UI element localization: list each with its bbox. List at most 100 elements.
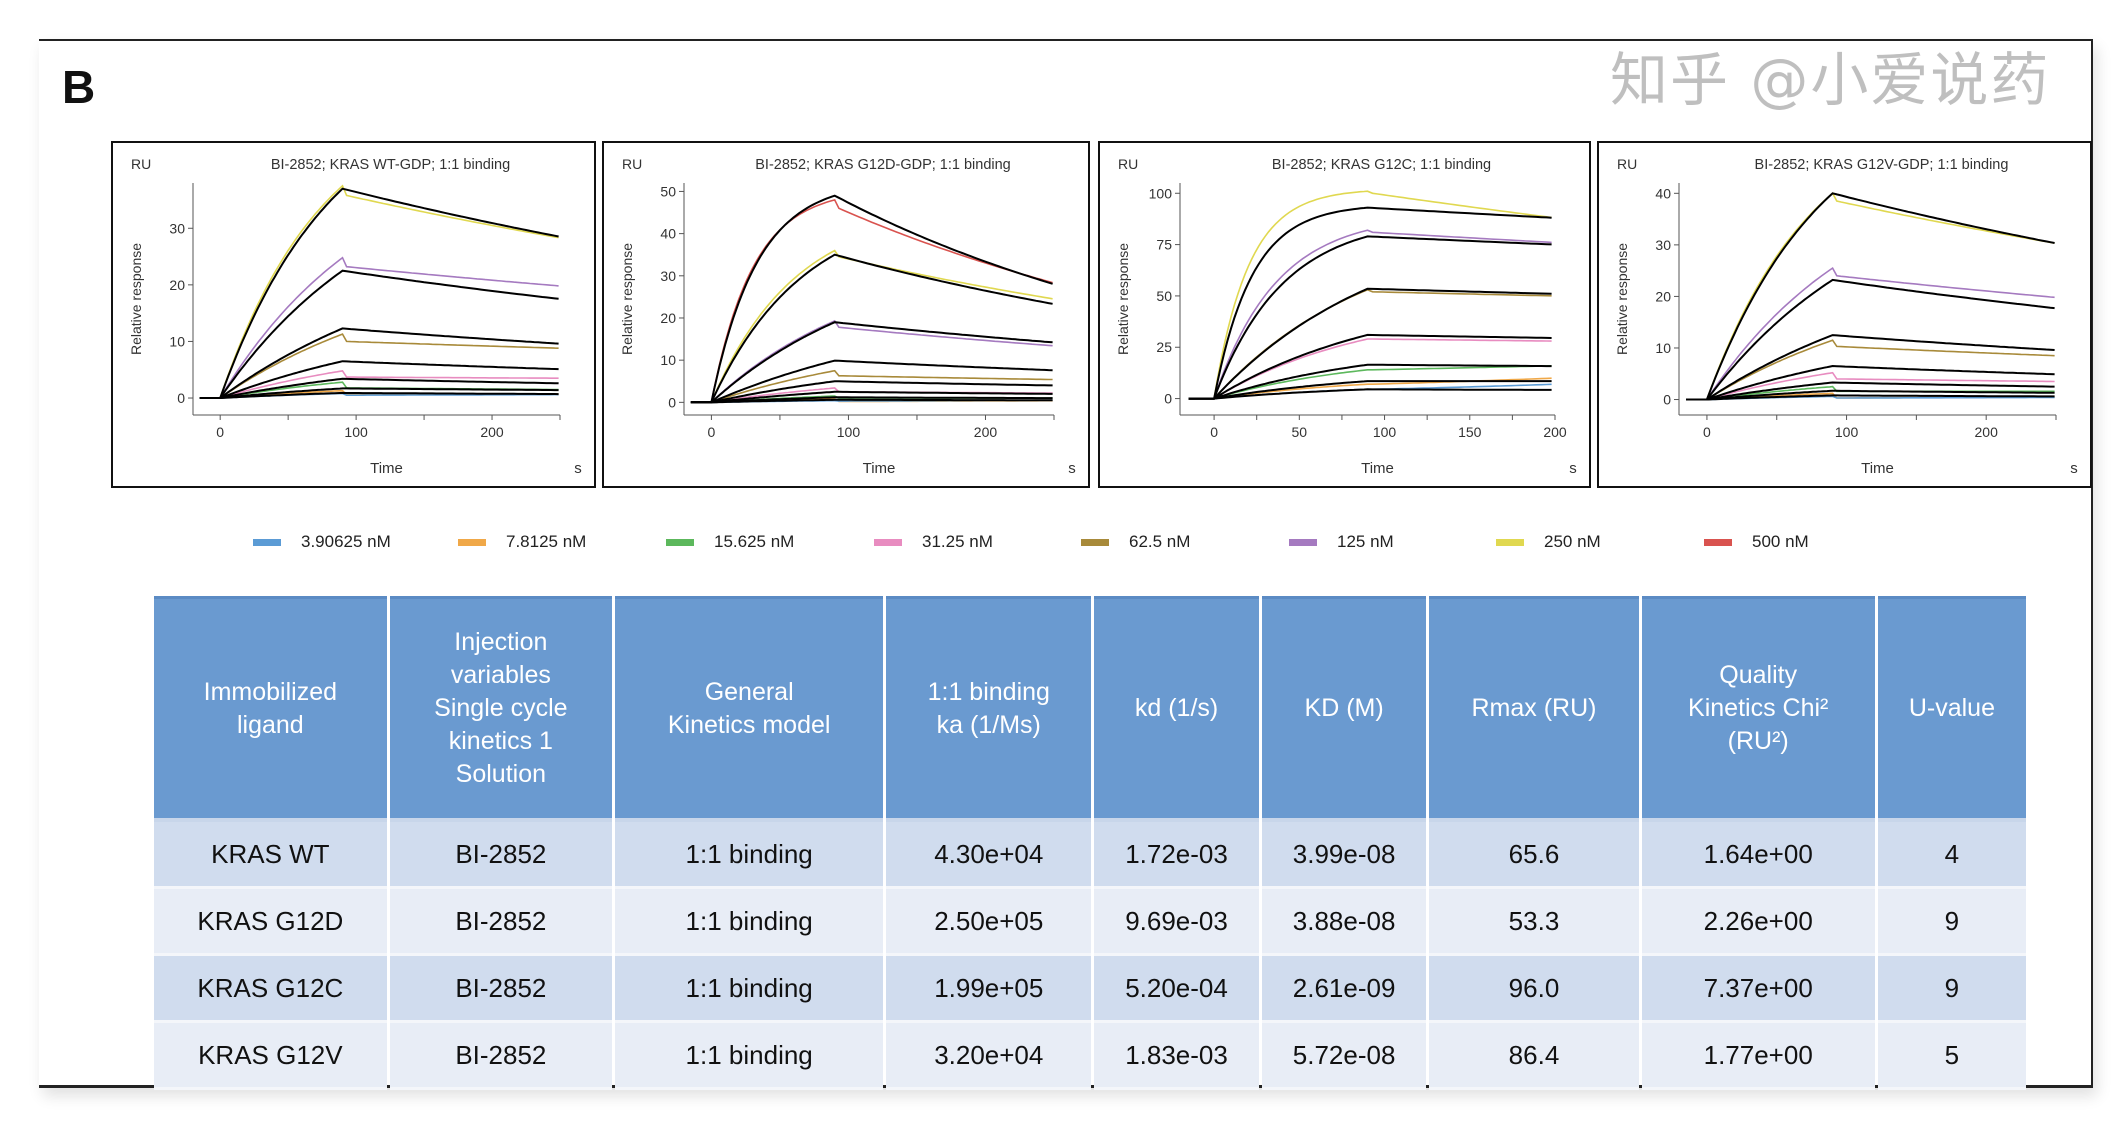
legend-item: 15.625 nM: [666, 532, 794, 552]
y-tick-label: 40: [1655, 185, 1671, 201]
table-cell: BI-2852: [389, 822, 613, 889]
table-cell: 2.61e-09: [1261, 956, 1427, 1023]
table-cell: 2.26e+00: [1641, 889, 1875, 956]
table-cell: 3.88e-08: [1261, 889, 1427, 956]
x-tick-label: 0: [1210, 424, 1218, 440]
column-header-line: kinetics 1: [448, 727, 553, 755]
column-header-line: kd (1/s): [1134, 694, 1219, 722]
sensorgram-panel-g12d: RU BI-2852; KRAS G12D-GDP; 1:1 binding Rel…: [602, 141, 1090, 488]
table-cell: 1.83e-03: [1094, 1023, 1259, 1090]
table-cell: BI-2852: [389, 1023, 613, 1090]
series-group: [1188, 190, 1552, 400]
sensorgram-chart: RU BI-2852; KRAS WT-GDP; 1:1 binding Relat…: [128, 156, 582, 477]
column-header: Quality Kinetics Chi² (RU²): [1641, 596, 1875, 822]
legend-label: 250 nM: [1544, 532, 1601, 551]
y-tick-label: 10: [169, 333, 185, 349]
fit-curve-62-5-nM: [1188, 287, 1552, 400]
chart-title: BI-2852; KRAS WT-GDP; 1:1 binding: [271, 157, 510, 173]
table-cell: 96.0: [1429, 956, 1639, 1023]
legend-label: 500 nM: [1752, 532, 1809, 551]
column-header-line: 1:1 binding: [927, 677, 1050, 706]
fit-curve-250-nM: [1188, 206, 1552, 400]
y-tick-label: 10: [1655, 340, 1671, 356]
series-group: [199, 184, 559, 399]
table-cell: 1.77e+00: [1641, 1023, 1875, 1090]
column-header-line: Rmax (RU): [1471, 694, 1597, 722]
x-tick-label: 0: [708, 424, 716, 440]
y-tick-label: 50: [660, 183, 676, 199]
column-header-line: Quality: [1719, 661, 1798, 689]
y-tick-label: 0: [1663, 392, 1671, 408]
sensorgram-panel-wt: RU BI-2852; KRAS WT-GDP; 1:1 binding Relat…: [111, 141, 596, 488]
column-header-line: Single cycle: [434, 694, 568, 722]
table-row: KRAS G12V BI-2852 1:1 binding 3.20e+04 1.83e…: [154, 1023, 2026, 1090]
y-tick-label: 0: [177, 390, 185, 406]
fit-curve-3-90625-nM: [690, 398, 1053, 404]
column-header: KD (M): [1261, 596, 1427, 822]
measured-curve-15-625-nM: [1188, 365, 1552, 400]
legend-label: 125 nM: [1337, 532, 1394, 551]
fit-curve-3-90625-nM: [1686, 394, 2055, 401]
table-row: KRAS G12C BI-2852 1:1 binding 1.99e+05 5.20e…: [154, 956, 2026, 1023]
y-tick-label: 10: [660, 352, 676, 368]
column-header-line: ka (1/Ms): [936, 710, 1041, 739]
table-cell: 53.3: [1429, 889, 1639, 956]
y-tick-label: 30: [660, 268, 676, 284]
legend-item: 500 nM: [1704, 532, 1809, 552]
sensorgram-chart: RU BI-2852; KRAS G12C; 1:1 binding Relativ…: [1115, 156, 1577, 477]
x-tick-label: 200: [1975, 424, 1999, 440]
column-header-line: KD (M): [1304, 694, 1384, 722]
measured-curve-125-nM: [1188, 229, 1552, 400]
table-cell: 2.50e+05: [886, 889, 1092, 956]
sensorgram-panel-g12v: RU BI-2852; KRAS G12V-GDP; 1:1 binding Rel…: [1597, 141, 2092, 488]
x-tick-label: 100: [1835, 424, 1859, 440]
table-cell: 1.99e+05: [886, 956, 1092, 1023]
fit-curve-125-nM: [199, 269, 559, 399]
column-header: U-value: [1877, 596, 2026, 822]
x-axis-label: Time: [1861, 460, 1894, 477]
y-tick-label: 0: [668, 394, 676, 410]
table-row: KRAS WT BI-2852 1:1 binding 4.30e+04 1.72e-0…: [154, 822, 2026, 889]
table-cell: KRAS G12D: [154, 889, 387, 956]
chart-title: BI-2852; KRAS G12C; 1:1 binding: [1272, 157, 1491, 173]
table-cell: 5: [1877, 1023, 2026, 1090]
x-tick-label: 150: [1458, 424, 1482, 440]
kinetics-table: Immobilized ligand Injection variables Singl…: [151, 596, 2029, 1090]
table-cell: 3.20e+04: [886, 1023, 1092, 1090]
fit-curve-31-25-nM: [199, 360, 559, 399]
legend-item: 250 nM: [1496, 532, 1601, 552]
column-header: Injection variables Single cycle kinetics 1…: [389, 596, 613, 822]
x-tick-label: 200: [974, 424, 998, 440]
table-cell: 1:1 binding: [615, 956, 884, 1023]
measured-curve-62-5-nM: [199, 333, 559, 399]
fit-curve-250-nM: [199, 187, 559, 399]
legend-item: 7.8125 nM: [458, 532, 586, 552]
column-header: General Kinetics model: [615, 596, 884, 822]
x-axis-label: Time: [863, 460, 896, 477]
table-cell: 1:1 binding: [615, 1023, 884, 1090]
fit-curve-7-8125-nM: [1188, 380, 1552, 400]
measured-curve-250-nM: [1188, 190, 1552, 400]
legend-label: 3.90625 nM: [301, 532, 391, 551]
fit-curve-62-5-nM: [690, 359, 1053, 404]
fit-curve-7-8125-nM: [199, 387, 559, 399]
table-cell: 7.37e+00: [1641, 956, 1875, 1023]
x-unit-label: s: [1068, 460, 1076, 477]
y-axis-label: Relative response: [619, 243, 635, 355]
fit-curve-125-nM: [1686, 278, 2055, 401]
fit-curve-62-5-nM: [199, 327, 559, 399]
table-cell: BI-2852: [389, 956, 613, 1023]
measured-curve-31-25-nM: [199, 370, 559, 399]
x-unit-label: s: [1569, 460, 1577, 477]
fit-curve-3-90625-nM: [199, 391, 559, 399]
measured-curve-125-nM: [690, 319, 1053, 404]
fit-curve-125-nM: [1188, 235, 1552, 400]
measured-curve-62-5-nM: [690, 369, 1053, 404]
legend-item: 125 nM: [1289, 532, 1394, 552]
legend-swatch: [1704, 538, 1732, 546]
legend-swatch: [253, 538, 281, 546]
x-tick-label: 100: [344, 424, 368, 440]
series-group: [1686, 192, 2055, 401]
y-tick-label: 50: [1156, 288, 1172, 304]
unit-label: RU: [131, 156, 151, 172]
